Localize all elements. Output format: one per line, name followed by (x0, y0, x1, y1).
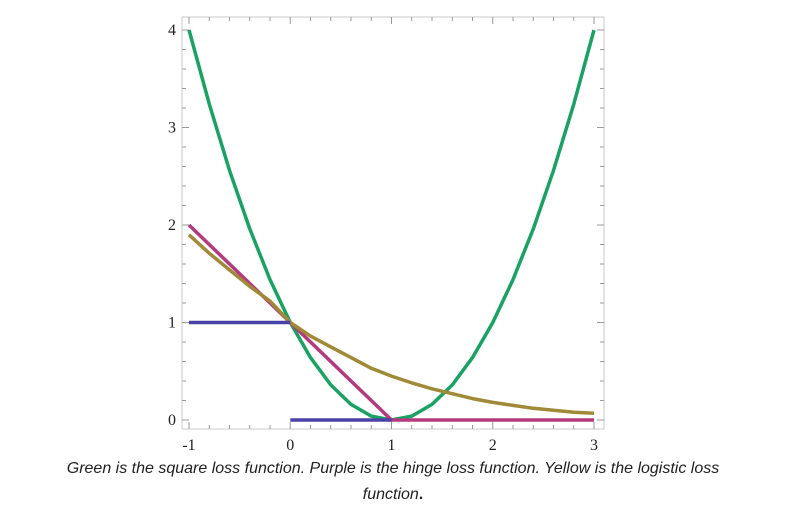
y-tick-label: 4 (168, 22, 176, 39)
figure-caption: Green is the square loss function. Purpl… (0, 456, 786, 508)
loss-function-chart: 0 1 2 3 4 -1 0 1 2 3 (168, 16, 605, 454)
plot-frame (181, 16, 605, 430)
x-tick-label: -1 (182, 437, 195, 454)
tick-labels: 0 1 2 3 4 -1 0 1 2 3 (168, 22, 598, 454)
x-tick-label: 2 (489, 437, 497, 454)
caption-line-1: Green is the square loss function. Purpl… (66, 460, 720, 477)
caption-line-2: function. (0, 482, 786, 508)
y-tick-label: 3 (168, 120, 176, 137)
x-tick-label: 3 (590, 437, 598, 454)
x-tick-label: 0 (286, 437, 294, 454)
caption-line-2-text: function (362, 486, 419, 503)
tick-marks (182, 17, 604, 429)
series-lines (187, 29, 596, 422)
series-line-1 (187, 29, 596, 422)
caption-period: . (418, 486, 424, 503)
y-tick-label: 0 (168, 412, 176, 429)
series-line-3 (187, 233, 595, 415)
y-tick-label: 1 (168, 315, 176, 332)
x-tick-label: 1 (388, 437, 396, 454)
y-tick-label: 2 (168, 217, 176, 234)
